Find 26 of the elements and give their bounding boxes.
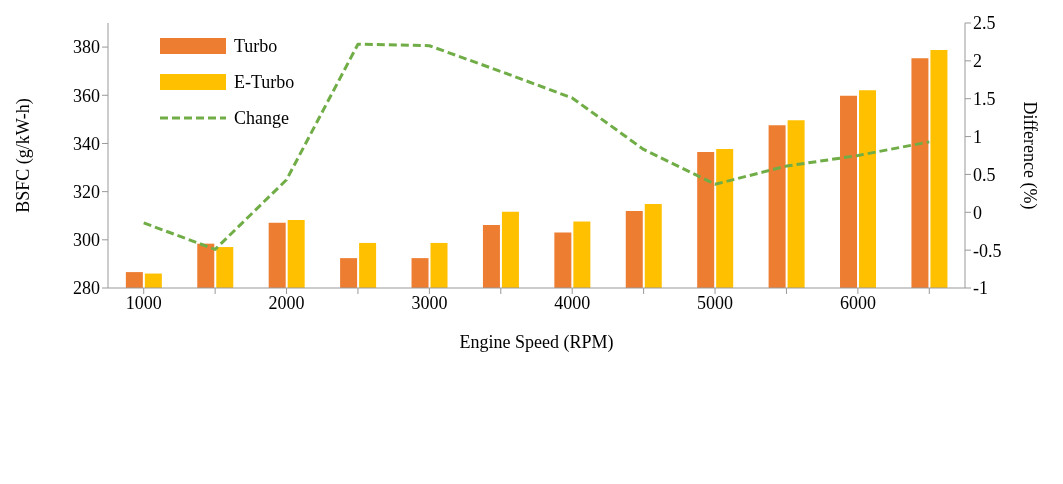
y-tick-label: 320 — [73, 182, 100, 203]
y-tick-label: 340 — [73, 133, 100, 154]
legend-label: E-Turbo — [234, 71, 295, 93]
y2-tick-label: 0.5 — [973, 164, 996, 185]
x-axis-title: Engine Speed (RPM) — [459, 332, 614, 353]
x-tick-label: 3000 — [411, 292, 448, 313]
x-tick-label: 4000 — [554, 292, 591, 313]
legend-label: Turbo — [234, 35, 278, 57]
y2-axis-title: Difference (%) — [1018, 101, 1040, 210]
y2-tick-label: 2.5 — [973, 13, 996, 34]
y2-tick-label: 2 — [973, 51, 982, 72]
x-tick-label: 6000 — [839, 292, 876, 313]
y-tick-label: 280 — [73, 278, 100, 299]
y2-tick-label: 0 — [973, 202, 982, 223]
y2-tick-label: 1.5 — [973, 89, 996, 110]
y-tick-label: 300 — [73, 230, 100, 251]
x-tick-label: 5000 — [697, 292, 734, 313]
legend-label: Change — [234, 107, 289, 129]
y-tick-label: 360 — [73, 85, 100, 106]
y2-tick-label: -0.5 — [973, 240, 1002, 261]
y-tick-label: 380 — [73, 37, 100, 58]
x-tick-label: 2000 — [268, 292, 305, 313]
y-axis-title: BSFC (g/kW-h) — [13, 98, 35, 213]
y2-tick-label: -1 — [973, 278, 988, 299]
y2-tick-label: 1 — [973, 126, 982, 147]
x-tick-label: 1000 — [125, 292, 162, 313]
